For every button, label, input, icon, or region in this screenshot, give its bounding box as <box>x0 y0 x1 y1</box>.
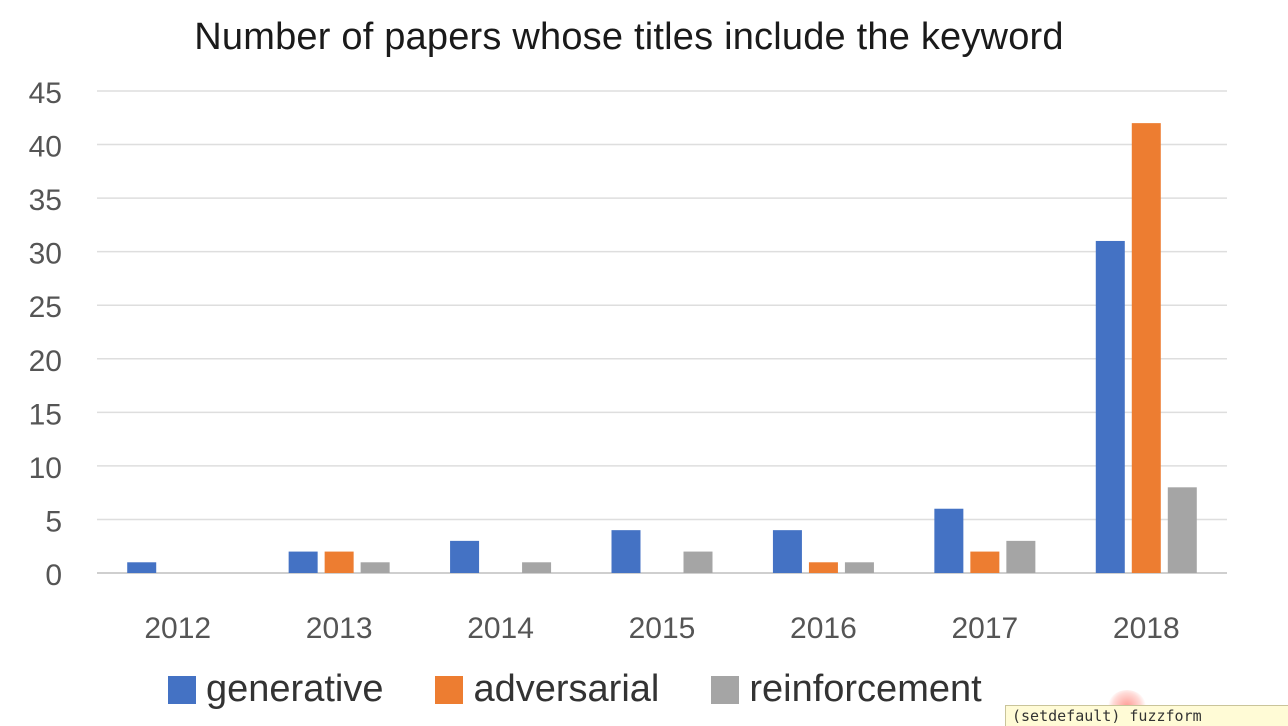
bar-generative-2015 <box>611 530 641 573</box>
legend-item-generative: generative <box>168 668 383 711</box>
legend-item-adversarial: adversarial <box>435 668 659 711</box>
x-tick-label: 2012 <box>144 612 211 645</box>
bar-reinforcement-2013 <box>360 562 390 573</box>
y-tick-label: 40 <box>29 131 62 164</box>
chart-title: Number of papers whose titles include th… <box>194 16 1064 58</box>
legend-label-adversarial: adversarial <box>473 668 660 710</box>
legend-label-reinforcement: reinforcement <box>749 668 982 710</box>
bar-reinforcement-2014 <box>522 562 552 573</box>
bar-reinforcement-2017 <box>1006 540 1036 573</box>
bar-generative-2018 <box>1095 240 1125 573</box>
legend-swatch-adversarial <box>435 675 464 704</box>
chart-legend: generative adversarial reinforcement <box>168 668 1034 711</box>
y-tick-label: 20 <box>29 345 62 378</box>
bar-generative-2013 <box>288 551 318 573</box>
tooltip-popup: (setdefault) fuzzform <box>1005 705 1288 726</box>
bar-adversarial-2018 <box>1131 123 1161 573</box>
x-tick-label: 2016 <box>790 612 857 645</box>
y-tick-label: 45 <box>29 77 62 110</box>
y-tick-label: 0 <box>45 559 62 592</box>
bar-generative-2014 <box>450 540 480 573</box>
y-tick-label: 25 <box>29 291 62 324</box>
bar-generative-2012 <box>127 562 157 573</box>
y-tick-label: 10 <box>29 452 62 485</box>
bar-adversarial-2013 <box>324 551 354 573</box>
bar-generative-2017 <box>934 508 964 573</box>
y-tick-label: 5 <box>45 505 62 538</box>
y-tick-label: 15 <box>29 398 62 431</box>
y-tick-label: 35 <box>29 184 62 217</box>
y-tick-label: 30 <box>29 238 62 271</box>
x-tick-label: 2018 <box>1113 612 1180 645</box>
bar-reinforcement-2015 <box>683 551 713 573</box>
bar-generative-2016 <box>772 530 802 573</box>
bar-reinforcement-2018 <box>1167 487 1197 573</box>
x-tick-label: 2015 <box>629 612 696 645</box>
legend-swatch-generative <box>168 675 196 704</box>
legend-label-generative: generative <box>206 668 384 710</box>
x-tick-label: 2017 <box>951 612 1018 645</box>
bar-reinforcement-2016 <box>844 562 874 573</box>
legend-swatch-reinforcement <box>711 675 740 704</box>
bar-adversarial-2016 <box>808 562 838 573</box>
bar-adversarial-2017 <box>970 551 1000 573</box>
legend-item-reinforcement: reinforcement <box>711 668 982 711</box>
x-tick-label: 2014 <box>467 612 534 645</box>
x-tick-label: 2013 <box>306 612 373 645</box>
